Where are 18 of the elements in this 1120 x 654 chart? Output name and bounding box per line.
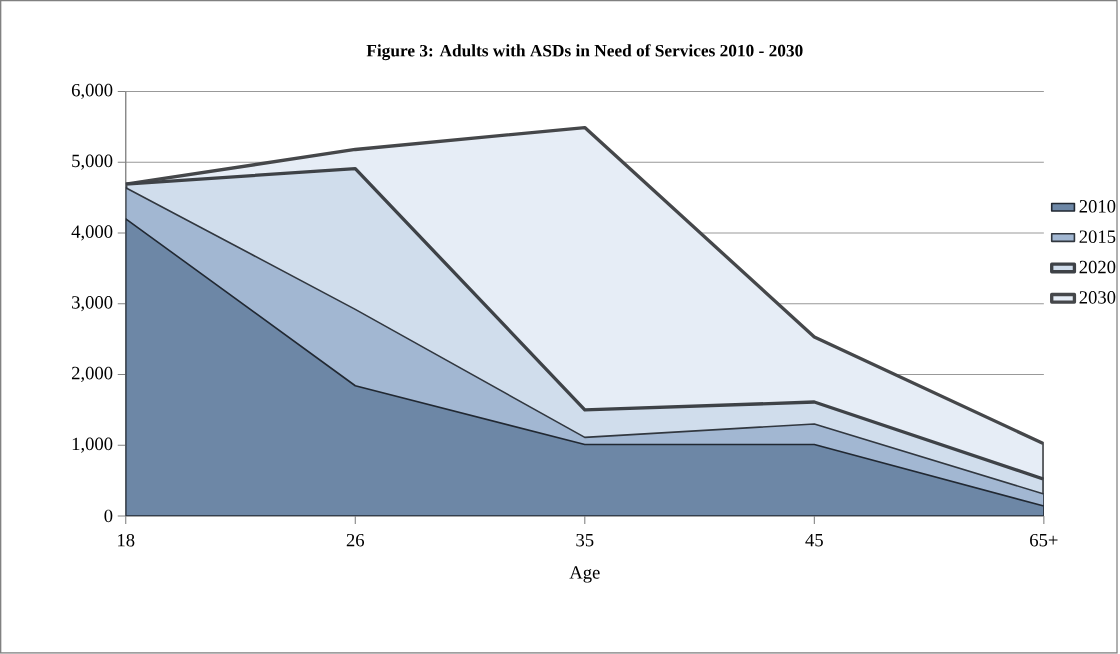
x-tick-label: 45	[805, 534, 823, 547]
y-tick-label: 6,000	[71, 84, 113, 100]
y-tick-label: 4,000	[71, 225, 113, 241]
legend-label: 2015	[1079, 230, 1116, 244]
x-tick-label: 35	[576, 534, 594, 547]
x-axis-title: Age	[569, 566, 600, 583]
x-tick-label: 26	[346, 534, 365, 547]
x-tick-label: 65+	[1030, 534, 1058, 547]
legend-label: 2010	[1079, 200, 1116, 213]
chart-title: Figure 3: Adults with ASDs in Need of Services 2010 - 2030	[366, 44, 803, 61]
legend-label: 2030	[1079, 291, 1116, 304]
y-tick-label: 5,000	[72, 154, 113, 170]
x-tick-label: 18	[118, 534, 135, 547]
legend-label: 2020	[1079, 260, 1116, 274]
y-tick-label: 2,000	[71, 366, 113, 383]
y-tick-label: 1,000	[72, 437, 113, 453]
y-tick-label: 0	[104, 509, 113, 523]
y-tick-label: 3,000	[72, 296, 113, 312]
